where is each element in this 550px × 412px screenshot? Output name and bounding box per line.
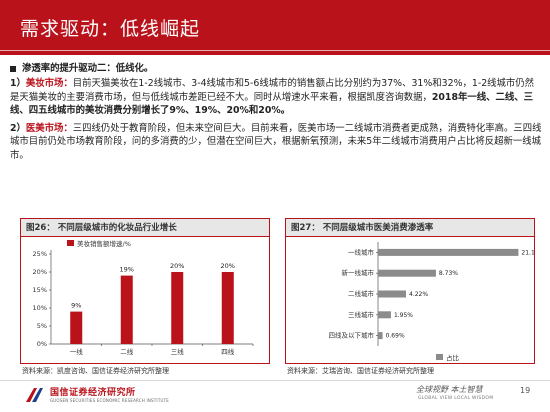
point-1-number: 1） <box>10 78 26 90</box>
x-tick-label: 四线 <box>221 347 235 356</box>
bar <box>378 269 436 277</box>
footer-slogan: 全球视野 本土智慧 <box>416 385 483 394</box>
bar <box>378 248 519 256</box>
figure-27-source: 资料来源：艾瑞咨询、国信证券经济研究所整理 <box>287 367 434 375</box>
data-label: 4.22% <box>409 291 428 298</box>
figure-27-title: 图27： 不同层级城市医美消费渗透率 <box>286 219 534 237</box>
y-tick-label: 15% <box>33 286 47 294</box>
legend-swatch <box>436 354 443 360</box>
y-tick-label: 10% <box>33 304 47 312</box>
point-1: 1）美妆市场：目前天猫美妆在1-2线城市、3-4线城市和5-6线城市的销售额占比… <box>10 77 542 117</box>
bar <box>120 275 133 344</box>
figure-26-source: 资料来源：凯度咨询、国信证券经济研究所整理 <box>22 367 169 375</box>
footer-slogan-en: GLOBAL VIEW LOCAL WISDOM <box>418 396 494 401</box>
x-tick-label: 三线 <box>171 347 185 356</box>
data-label: 8.73% <box>439 270 458 277</box>
lead-line: 渗透率的提升驱动二：低线化。 <box>10 62 542 75</box>
data-label: 0.69% <box>386 333 405 340</box>
data-label: 20% <box>170 262 184 270</box>
point-1-text: 目前天猫美妆在1-2线城市、3-4线城市和5-6线城市的销售额占比分别约为37%… <box>10 78 535 103</box>
page-title: 需求驱动：低线崛起 <box>20 18 201 40</box>
bullet-square-icon <box>10 65 16 72</box>
legend-label: 占比 <box>446 353 460 362</box>
data-label: 19% <box>120 266 134 274</box>
bar <box>378 332 383 340</box>
body-text: 渗透率的提升驱动二：低线化。 1）美妆市场：目前天猫美妆在1-2线城市、3-4线… <box>10 62 542 162</box>
y-tick-label: 5% <box>37 322 47 330</box>
data-label: 21.16% <box>521 249 534 256</box>
title-bar: 需求驱动：低线崛起 <box>0 0 550 55</box>
x-tick-label: 二线 <box>120 347 134 356</box>
data-label: 9% <box>71 302 81 310</box>
y-tick-label: 四线及以下城市 <box>329 331 375 340</box>
y-tick-label: 二线城市 <box>348 289 375 298</box>
point-2-number: 2） <box>10 123 26 135</box>
point-1-heading: 美妆市场： <box>25 78 73 90</box>
figure-26: 图26： 不同层级城市的化妆品行业增长 美妆销售额增速/% 0% 5% 10% 15% 2… <box>20 218 270 364</box>
figure-26-chart: 美妆销售额增速/% 0% 5% 10% 15% 20% 25% 9% 一线 19% 二线 20% 三线 2… <box>33 239 254 356</box>
footer-rule <box>0 380 550 381</box>
point-2-heading: 医美市场： <box>25 123 73 135</box>
legend-swatch <box>67 240 74 246</box>
title-underline <box>0 50 550 51</box>
footer: 国信证券经济研究所 GUOSEN SECURITIES ECONOMIC RES… <box>0 380 550 412</box>
y-tick-label: 新一线城市 <box>342 268 375 277</box>
guosen-logo-icon <box>26 388 43 402</box>
y-tick-label: 三线城市 <box>348 310 375 319</box>
footer-company-en: GUOSEN SECURITIES ECONOMIC RESEARCH INST… <box>50 398 169 403</box>
data-label: 20% <box>221 262 235 270</box>
figure-27-chart: 21.16% 一线城市 8.73% 新一线城市 4.22% 二线城市 1.95% 三线城市 0.… <box>329 242 534 362</box>
bar <box>221 272 234 344</box>
bar <box>70 311 83 344</box>
y-tick-label: 20% <box>33 268 47 276</box>
figure-27: 图27： 不同层级城市医美消费渗透率 21.16% 一线城市 8.73% 新一线城市 4… <box>285 218 535 364</box>
bar <box>378 290 407 298</box>
y-tick-label: 0% <box>37 340 47 348</box>
data-label: 1.95% <box>394 312 413 319</box>
legend-label: 美妆销售额增速/% <box>77 239 131 248</box>
bar <box>378 311 391 319</box>
y-tick-label: 25% <box>33 250 47 258</box>
bar <box>171 272 184 344</box>
point-2-text: 三四线仍处于教育阶段，但未来空间巨大。目前来看，医美市场一二线城市消费者更成熟，… <box>10 123 542 161</box>
footer-company: 国信证券经济研究所 <box>50 388 136 398</box>
point-1-highlight: 2018年一线、二线、三线、四五线城市的美妆消费分别增长了9%、19%、20%和… <box>10 91 533 116</box>
lead-text: 渗透率的提升驱动二：低线化。 <box>22 63 154 74</box>
figure-26-title: 图26： 不同层级城市的化妆品行业增长 <box>21 219 269 237</box>
page-number: 19 <box>520 386 531 395</box>
x-tick-label: 一线 <box>70 347 84 356</box>
y-tick-label: 一线城市 <box>348 247 375 256</box>
point-2: 2）医美市场：三四线仍处于教育阶段，但未来空间巨大。目前来看，医美市场一二线城市… <box>10 122 542 162</box>
